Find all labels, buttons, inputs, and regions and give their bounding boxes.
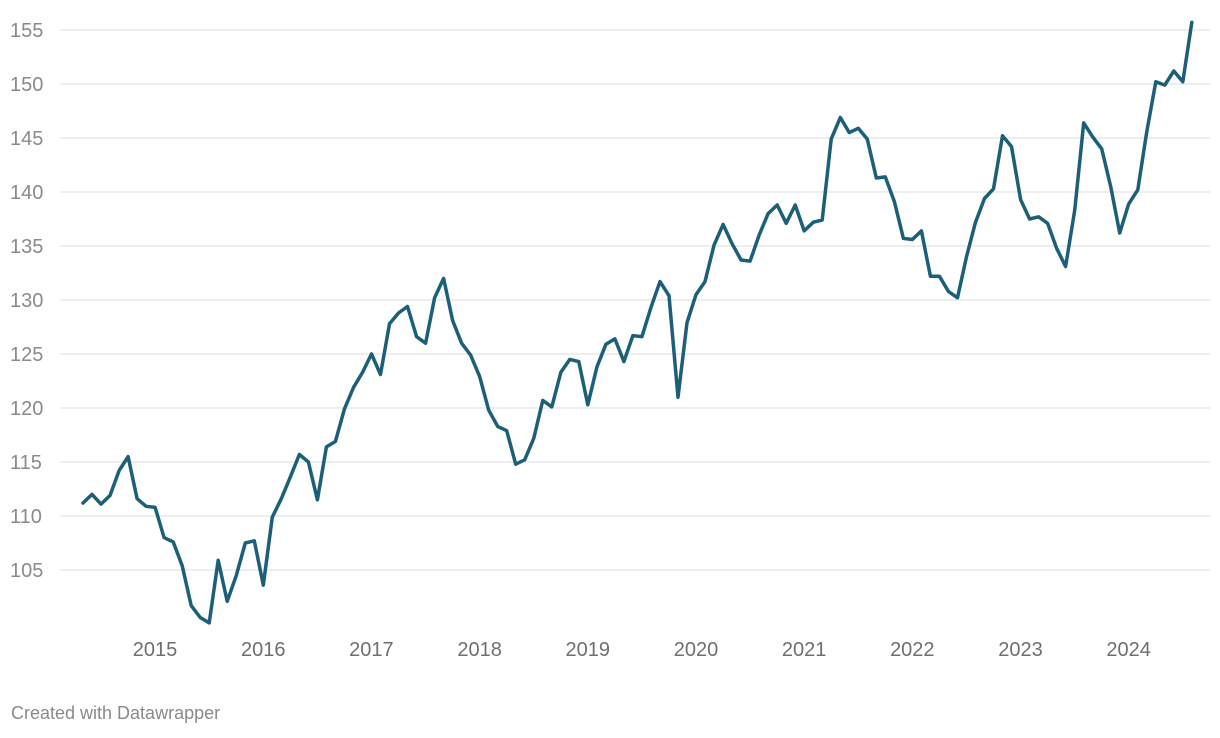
x-tick-label: 2015 [133,639,178,661]
y-tick-label: 110 [10,506,42,528]
y-tick-label: 140 [10,182,43,204]
series-line [81,20,1194,625]
y-tick-label: 130 [10,290,43,312]
x-axis-ticks: 2015 2016 2017 2018 2019 2020 2021 2022 2023 2024 [133,639,1151,661]
y-tick-label: 105 [10,560,43,582]
y-tick-label: 135 [10,236,43,258]
y-tick-label: 120 [10,398,43,420]
gridlines [60,29,1210,571]
y-tick-label: 125 [10,344,43,366]
x-tick-label: 2020 [674,639,719,661]
y-tick-label: 150 [10,74,43,96]
credit-text: Created with Datawrapper [11,703,221,723]
x-tick-label: 2019 [566,639,611,661]
y-tick-label: 155 [10,20,43,42]
x-tick-label: 2023 [998,639,1043,661]
series-line-layer [81,20,1194,625]
y-axis-ticks: 105 110 115 120 125 130 135 140 145 150 155 [10,20,43,582]
x-tick-label: 2022 [890,639,935,661]
x-tick-label: 2024 [1106,639,1151,661]
x-tick-label: 2021 [782,639,827,661]
x-tick-label: 2016 [241,639,286,661]
x-tick-label: 2018 [457,639,502,661]
y-tick-label: 115 [10,452,42,474]
y-tick-label: 145 [10,128,43,150]
x-tick-label: 2017 [349,639,394,661]
